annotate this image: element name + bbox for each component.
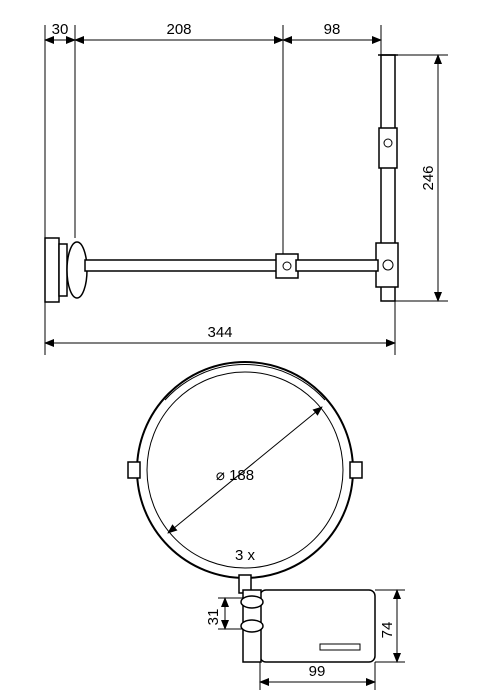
magnification-label: 3 x	[235, 547, 256, 564]
arm-segment-1	[85, 260, 283, 271]
arm-segment-2	[296, 260, 378, 271]
dim-diameter: ⌀ 188	[216, 467, 254, 484]
base-plate	[260, 590, 375, 662]
dim-total-width: 344	[207, 324, 232, 341]
dim-arm-span: 208	[166, 21, 191, 38]
wall-mount-plate	[45, 238, 59, 302]
dim-hinge-gap: 31	[205, 609, 222, 626]
dim-mount-gap: 30	[52, 21, 69, 38]
front-view: ⌀ 188 3 x 31 74 99	[128, 362, 405, 690]
top-view: 30 208 98 246 344	[45, 21, 448, 355]
dim-base-width: 99	[309, 663, 326, 680]
dim-post-height: 246	[420, 165, 437, 190]
pivot-knob-right	[350, 462, 362, 478]
dim-arm-to-post: 98	[324, 21, 341, 38]
technical-drawing: 30 208 98 246 344	[0, 0, 500, 700]
pivot-knob-left	[128, 462, 140, 478]
dim-base-height: 74	[379, 622, 396, 639]
